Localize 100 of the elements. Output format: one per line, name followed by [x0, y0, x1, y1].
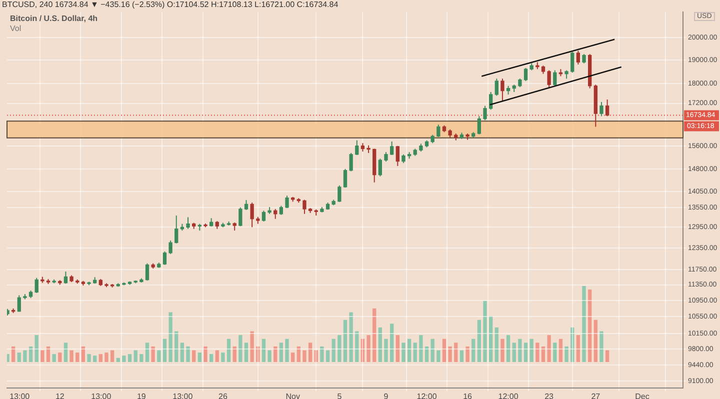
- bar: [140, 354, 144, 362]
- bar: [460, 350, 464, 362]
- chart-title: Vol: [10, 24, 22, 33]
- bar: [70, 350, 74, 362]
- bar: [477, 320, 482, 362]
- bar: [58, 352, 62, 362]
- bar: [296, 346, 300, 362]
- bar: [204, 346, 208, 362]
- bar: [198, 352, 202, 362]
- bar: [274, 346, 278, 362]
- candlestick: [576, 50, 580, 65]
- bar: [384, 338, 388, 362]
- x-tick-label: 27: [591, 392, 601, 399]
- bar: [500, 338, 504, 362]
- bar: [512, 342, 516, 362]
- candlestick: [483, 105, 487, 121]
- x-tick-label: 12: [55, 392, 65, 399]
- candlestick: [145, 262, 150, 282]
- bar: [407, 338, 412, 362]
- bar: [483, 300, 487, 362]
- bar: [285, 338, 289, 362]
- bar: [268, 350, 272, 362]
- candlestick: [605, 98, 610, 117]
- x-tick-label: Dec: [635, 392, 650, 399]
- bar: [541, 346, 546, 362]
- bar: [605, 350, 610, 362]
- x-tick-label: 13:00: [172, 392, 194, 399]
- bar: [547, 335, 551, 362]
- chart-subtitle: BTCUSD, 240 16734.84 ▼ −435.16 (−2.53%) O:17104.52 H:17108.13 L:16721.00 C:16734.84: [2, 0, 338, 9]
- bar: [64, 342, 68, 362]
- bar: [372, 308, 376, 362]
- bar: [530, 338, 534, 362]
- bar: [582, 286, 586, 362]
- bar: [291, 352, 295, 362]
- bar: [17, 352, 21, 362]
- bar: [308, 342, 312, 362]
- bar: [360, 338, 365, 362]
- x-tick-label: 5: [337, 392, 342, 399]
- bar: [419, 335, 423, 362]
- candlestick: [238, 206, 242, 227]
- candlestick: [582, 54, 586, 64]
- bar: [104, 352, 108, 362]
- bar: [343, 320, 348, 362]
- bar: [454, 342, 458, 362]
- bar: [302, 350, 306, 362]
- bar: [594, 320, 598, 362]
- bar: [40, 350, 44, 362]
- bar: [162, 338, 167, 362]
- candlestick: [524, 67, 528, 82]
- candlestick: [285, 195, 289, 209]
- bar: [157, 350, 161, 362]
- candlestick: [64, 271, 68, 284]
- bar: [430, 338, 434, 362]
- bar: [192, 350, 196, 362]
- candlestick: [477, 116, 482, 135]
- chart-title: Bitcoin / U.S. Dollar, 4h: [10, 14, 98, 23]
- bar: [320, 346, 324, 362]
- bar: [34, 335, 38, 362]
- candlestick: [338, 184, 342, 202]
- candlestick: [436, 124, 440, 138]
- bar: [226, 338, 231, 362]
- x-tick-label: 23: [544, 392, 554, 399]
- bar: [244, 342, 248, 362]
- bar: [396, 335, 400, 362]
- candlestick: [168, 240, 172, 254]
- x-tick-label: Nov: [286, 392, 300, 399]
- candlestick: [547, 70, 551, 89]
- candlestick: [553, 70, 557, 86]
- bar: [232, 346, 236, 362]
- candlestick: [396, 145, 400, 166]
- candlestick: [343, 168, 348, 188]
- bar: [413, 342, 417, 362]
- bar: [134, 350, 138, 362]
- candlestick: [162, 250, 167, 266]
- bar: [145, 342, 150, 362]
- candlestick: [570, 51, 574, 74]
- bar: [116, 358, 120, 362]
- bar: [87, 354, 91, 362]
- candlestick: [262, 210, 266, 222]
- candlestick: [500, 78, 504, 102]
- bar: [402, 342, 406, 362]
- bar: [600, 331, 604, 362]
- bar: [174, 331, 178, 362]
- bar: [279, 342, 284, 362]
- bar: [46, 346, 50, 362]
- bar: [76, 352, 80, 362]
- bar: [553, 342, 557, 362]
- bar: [209, 354, 214, 362]
- x-tick-label: 19: [136, 392, 146, 399]
- bar: [151, 346, 155, 362]
- candlestick: [355, 140, 359, 156]
- x-tick-label: 13:00: [10, 392, 30, 399]
- candlestick: [302, 199, 306, 214]
- candlestick: [384, 152, 388, 162]
- bar: [332, 338, 336, 362]
- bar: [472, 338, 476, 362]
- bar: [326, 350, 330, 362]
- bar: [52, 354, 56, 362]
- bar: [466, 346, 470, 362]
- candlestick: [186, 216, 190, 230]
